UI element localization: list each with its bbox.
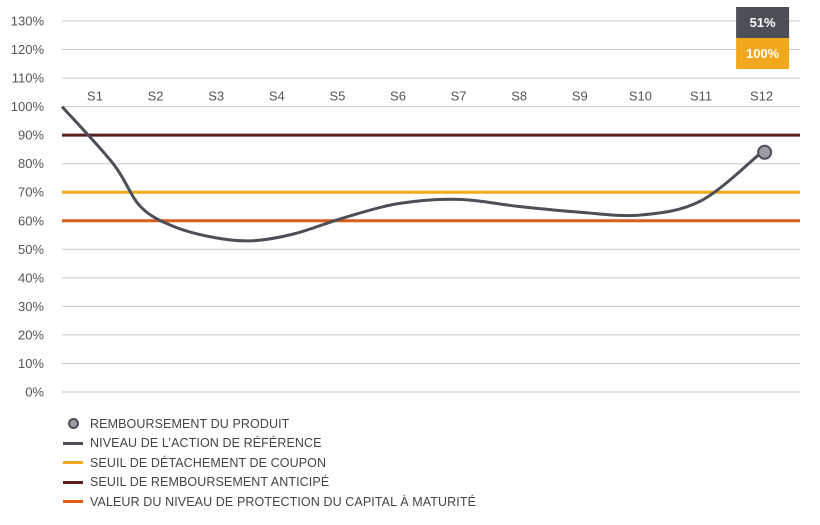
legend-line-icon	[62, 461, 84, 465]
legend-label: REMBOURSEMENT DU PRODUIT	[90, 416, 290, 431]
y-tick-label: 100%	[11, 99, 45, 114]
x-tick-label: S9	[572, 89, 588, 104]
y-tick-label: 40%	[18, 270, 44, 285]
series-line	[60, 105, 763, 243]
legend-label: NIVEAU DE L’ACTION DE RÉFÉRENCE	[90, 436, 322, 451]
y-tick-label: 20%	[18, 327, 44, 342]
value-box-label: 100%	[746, 46, 780, 61]
y-tick-label: 80%	[18, 156, 44, 171]
y-tick-label: 130%	[11, 14, 45, 29]
y-tick-label: 10%	[18, 356, 44, 371]
x-tick-label: S7	[451, 89, 467, 104]
legend: REMBOURSEMENT DU PRODUIT NIVEAU DE L’ACTI…	[62, 414, 476, 512]
legend-line-icon	[62, 500, 84, 504]
x-axis-ticks: S1 S2 S3 S4 S5 S6 S7 S8 S9 S10 S11 S12	[87, 89, 773, 104]
x-tick-label: S5	[329, 89, 345, 104]
x-tick-label: S8	[511, 89, 527, 104]
y-tick-label: 110%	[12, 71, 45, 86]
y-tick-label: 60%	[18, 213, 44, 228]
grid-lines	[62, 20, 800, 393]
legend-item: REMBOURSEMENT DU PRODUIT	[62, 414, 476, 434]
legend-item: VALEUR DU NIVEAU DE PROTECTION DU CAPITA…	[62, 492, 476, 512]
legend-label: VALEUR DU NIVEAU DE PROTECTION DU CAPITA…	[90, 494, 477, 509]
legend-item: NIVEAU DE L’ACTION DE RÉFÉRENCE	[62, 434, 476, 454]
value-box	[736, 7, 790, 38]
x-tick-label: S12	[750, 89, 773, 104]
x-tick-label: S6	[390, 89, 406, 104]
x-tick-label: S2	[148, 89, 164, 104]
y-tick-label: 70%	[18, 185, 44, 200]
legend-dot-icon	[62, 418, 84, 430]
legend-label: SEUIL DE DÉTACHEMENT DE COUPON	[90, 455, 327, 470]
y-tick-label: 90%	[18, 128, 44, 143]
reference-lines	[62, 133, 800, 223]
value-box	[736, 38, 790, 69]
legend-line-icon	[62, 480, 84, 484]
y-tick-label: 30%	[18, 299, 44, 314]
y-tick-label: 120%	[11, 42, 45, 57]
value-boxes: 51% 100%	[736, 7, 790, 69]
value-box-label: 51%	[750, 15, 776, 30]
legend-line-icon	[62, 441, 84, 445]
legend-item: SEUIL DE REMBOURSEMENT ANTICIPÉ	[62, 473, 476, 493]
legend-item: SEUIL DE DÉTACHEMENT DE COUPON	[62, 453, 476, 473]
x-tick-label: S10	[629, 89, 652, 104]
legend-label: SEUIL DE REMBOURSEMENT ANTICIPÉ	[90, 475, 330, 490]
markers	[757, 144, 773, 160]
x-tick-label: S11	[690, 89, 712, 104]
y-tick-label: 50%	[18, 242, 44, 257]
series-lines	[60, 105, 763, 243]
y-axis-ticks: 0% 10% 20% 30% 40% 50% 60% 70% 80% 90% 100% 110% 120…	[11, 14, 45, 400]
repayment-marker	[757, 144, 773, 160]
x-tick-label: S4	[269, 89, 285, 104]
x-tick-label: S1	[87, 89, 103, 104]
y-tick-label: 0%	[25, 385, 44, 400]
x-tick-label: S3	[208, 89, 224, 104]
